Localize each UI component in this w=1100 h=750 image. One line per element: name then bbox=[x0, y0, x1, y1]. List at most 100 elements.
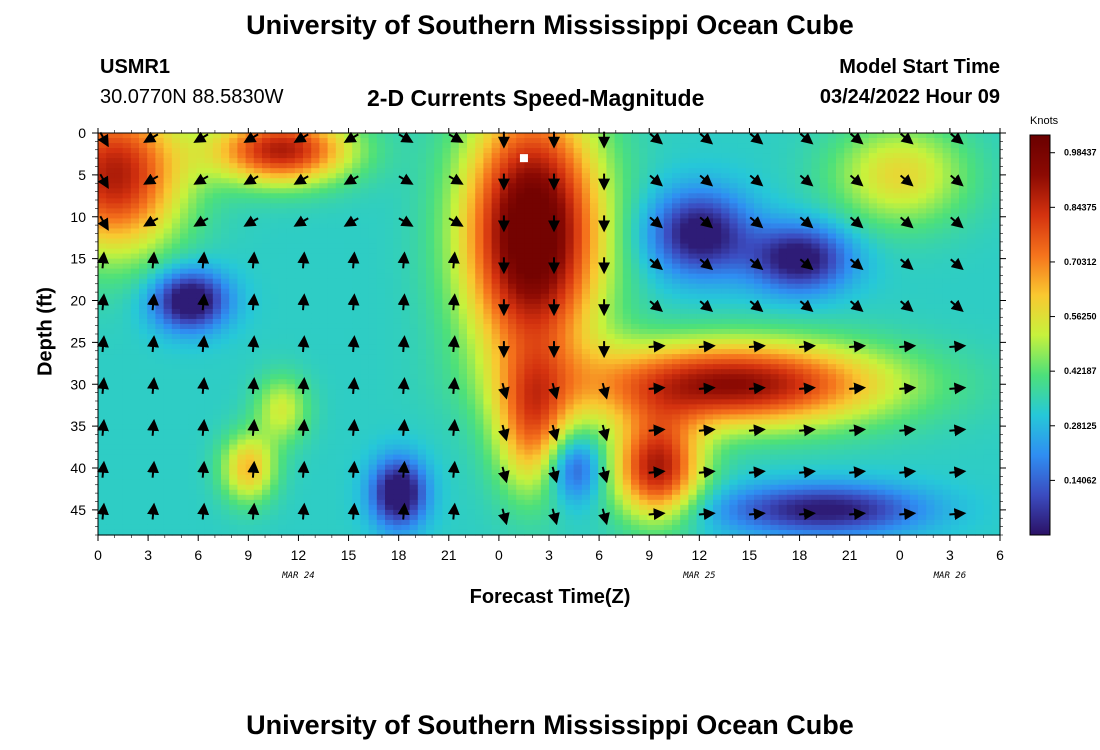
heatmap-cell bbox=[893, 218, 903, 225]
heatmap-cell bbox=[819, 258, 829, 265]
heatmap-cell bbox=[819, 153, 829, 159]
heatmap-cell bbox=[934, 198, 944, 204]
heatmap-cell bbox=[360, 263, 370, 270]
heatmap-cell bbox=[327, 143, 337, 149]
heatmap-cell bbox=[434, 263, 443, 270]
heatmap-cell bbox=[98, 278, 107, 285]
heatmap-cell bbox=[590, 143, 599, 149]
heatmap-cell bbox=[852, 153, 862, 159]
heatmap-cell bbox=[180, 228, 189, 235]
heatmap-cell bbox=[647, 188, 657, 194]
heatmap-cell bbox=[212, 253, 222, 260]
heatmap-cell bbox=[663, 198, 673, 204]
heatmap-cell bbox=[844, 339, 853, 345]
heatmap-cell bbox=[442, 228, 452, 235]
heatmap-cell bbox=[836, 233, 845, 240]
heatmap-cell bbox=[877, 218, 886, 225]
heatmap-cell bbox=[434, 248, 443, 255]
heatmap-cell bbox=[737, 318, 747, 325]
heatmap-cell bbox=[286, 318, 296, 325]
heatmap-cell bbox=[171, 193, 181, 199]
heatmap-cell bbox=[680, 178, 689, 184]
heatmap-cell bbox=[598, 293, 607, 300]
heatmap-cell bbox=[557, 148, 566, 154]
heatmap-cell bbox=[672, 203, 681, 209]
heatmap-cell bbox=[721, 228, 730, 235]
heatmap-cell bbox=[901, 198, 911, 204]
heatmap-cell bbox=[450, 308, 460, 315]
heatmap-cell bbox=[762, 273, 771, 280]
heatmap-cell bbox=[475, 133, 484, 139]
heatmap-cell bbox=[745, 218, 755, 225]
heatmap-cell bbox=[401, 243, 411, 250]
heatmap-cell bbox=[212, 273, 222, 280]
heatmap-cell bbox=[942, 178, 952, 184]
heatmap-cell bbox=[811, 178, 821, 184]
heatmap-cell bbox=[688, 198, 698, 204]
heatmap-cell bbox=[918, 288, 927, 295]
heatmap-cell bbox=[844, 193, 853, 199]
heatmap-cell bbox=[811, 339, 821, 345]
heatmap-cell bbox=[393, 243, 402, 250]
heatmap-cell bbox=[647, 268, 657, 275]
heatmap-cell bbox=[360, 253, 370, 260]
heatmap-cell bbox=[918, 178, 927, 184]
heatmap-cell bbox=[467, 218, 476, 225]
heatmap-cell bbox=[475, 323, 484, 330]
heatmap-cell bbox=[499, 203, 509, 209]
heatmap-cell bbox=[557, 303, 566, 310]
heatmap-cell bbox=[385, 318, 394, 325]
heatmap-cell bbox=[401, 288, 411, 295]
heatmap-cell bbox=[278, 258, 288, 265]
heatmap-cell bbox=[934, 248, 944, 255]
heatmap-cell bbox=[294, 288, 304, 295]
heatmap-cell bbox=[909, 188, 919, 194]
heatmap-cell bbox=[467, 298, 476, 305]
heatmap-cell bbox=[713, 188, 722, 194]
heatmap-cell bbox=[680, 153, 689, 159]
heatmap-cell bbox=[918, 323, 927, 330]
heatmap-cell bbox=[483, 208, 493, 215]
heatmap-cell bbox=[475, 313, 484, 320]
heatmap-cell bbox=[155, 213, 165, 220]
heatmap-cell bbox=[401, 183, 411, 189]
heatmap-cell bbox=[672, 298, 681, 305]
heatmap-cell bbox=[918, 273, 927, 280]
heatmap-cell bbox=[426, 148, 435, 154]
heatmap-cell bbox=[524, 268, 534, 275]
heatmap-cell bbox=[688, 168, 698, 174]
heatmap-cell bbox=[122, 318, 132, 325]
heatmap-cell bbox=[688, 173, 698, 179]
heatmap-cell bbox=[844, 223, 853, 230]
heatmap-cell bbox=[106, 263, 115, 270]
heatmap-cell bbox=[180, 268, 189, 275]
heatmap-cell bbox=[606, 278, 616, 285]
heatmap-cell bbox=[516, 253, 525, 260]
heatmap-cell bbox=[196, 208, 206, 215]
heatmap-cell bbox=[327, 354, 337, 360]
heatmap-cell bbox=[975, 173, 985, 179]
heatmap-cell bbox=[98, 158, 107, 164]
heatmap-cell bbox=[811, 253, 821, 260]
heatmap-cell bbox=[532, 243, 542, 250]
heatmap-cell bbox=[434, 143, 443, 149]
heatmap-cell bbox=[934, 203, 944, 209]
heatmap-cell bbox=[959, 198, 968, 204]
heatmap-cell bbox=[852, 208, 862, 215]
heatmap-cell bbox=[680, 258, 689, 265]
heatmap-cell bbox=[770, 243, 780, 250]
heatmap-cell bbox=[713, 288, 722, 295]
heatmap-cell bbox=[680, 218, 689, 225]
heatmap-cell bbox=[737, 158, 747, 164]
heatmap-cell bbox=[565, 258, 575, 265]
heatmap-cell bbox=[581, 158, 591, 164]
heatmap-cell bbox=[885, 248, 894, 255]
heatmap-cell bbox=[204, 298, 214, 305]
heatmap-cell bbox=[253, 303, 263, 310]
heatmap-cell bbox=[942, 218, 952, 225]
heatmap-cell bbox=[852, 253, 862, 260]
heatmap-cell bbox=[294, 313, 304, 320]
heatmap-cell bbox=[696, 313, 706, 320]
heatmap-cell bbox=[491, 283, 501, 290]
heatmap-cell bbox=[893, 208, 903, 215]
